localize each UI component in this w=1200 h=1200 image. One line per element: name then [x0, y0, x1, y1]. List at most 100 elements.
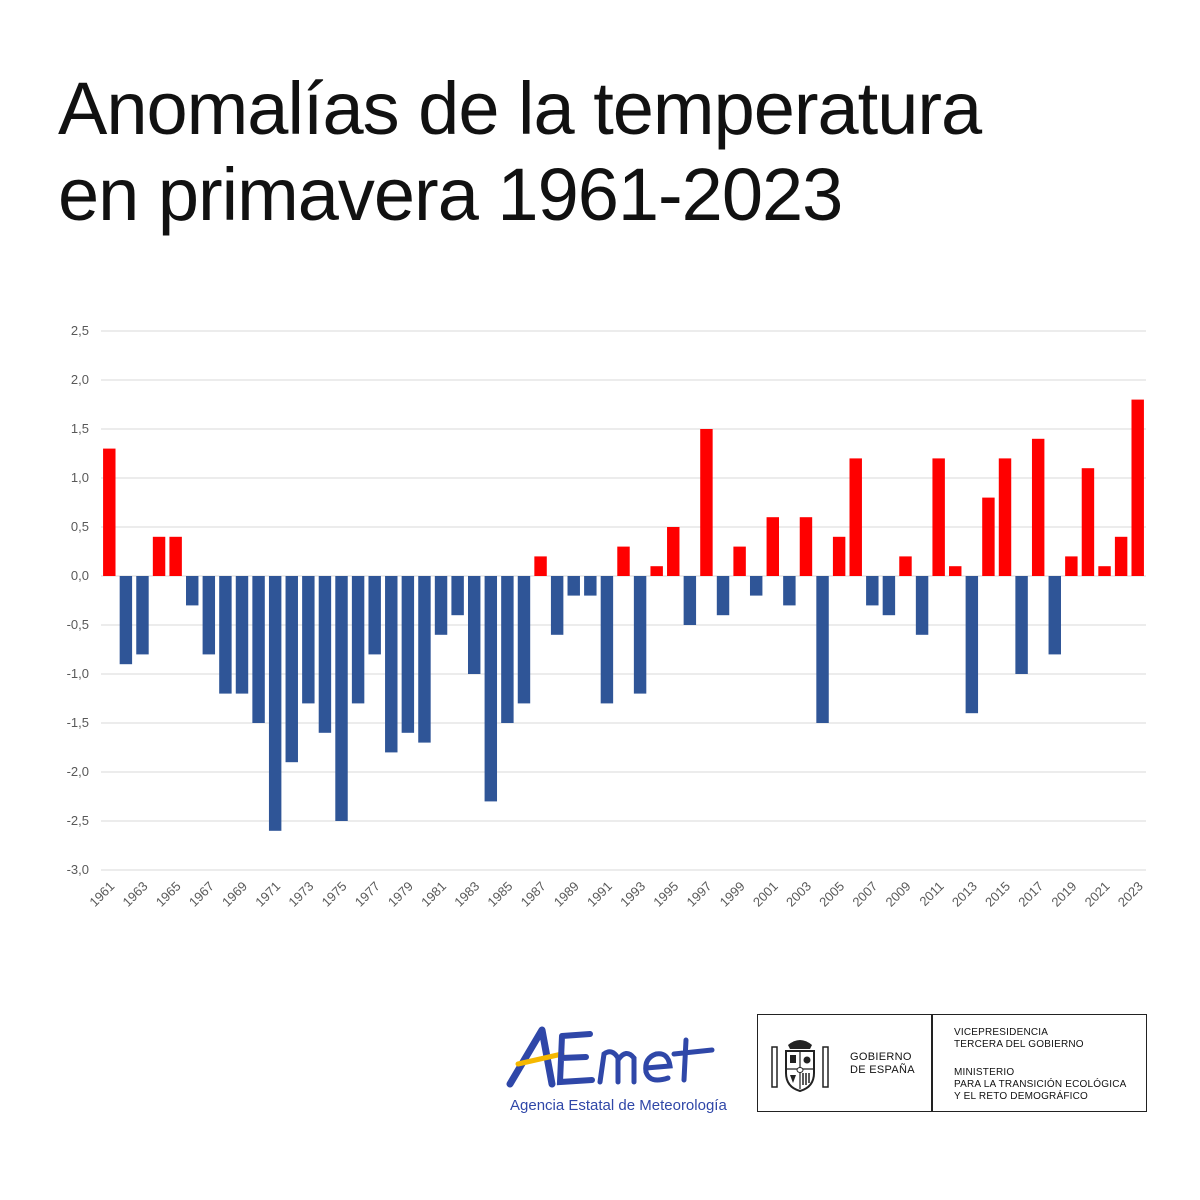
bar-2019 — [1065, 556, 1078, 576]
bar-1971 — [268, 576, 282, 831]
bar-2017 — [1031, 438, 1045, 576]
bar-1976 — [351, 576, 365, 704]
bar-1963 — [136, 576, 149, 655]
bar-2007 — [866, 576, 879, 606]
bar-1973 — [302, 576, 315, 704]
bar-1975 — [335, 576, 348, 821]
bar-1961 — [103, 448, 116, 576]
bar-1984 — [484, 576, 498, 802]
bar-1962 — [119, 576, 133, 665]
x-tick-label: 1981 — [418, 879, 449, 910]
bar-2006 — [849, 458, 862, 576]
bar-1987 — [534, 556, 547, 576]
bar-2004 — [816, 576, 829, 723]
y-tick-label: -0,5 — [67, 617, 89, 632]
x-tick-label: 2019 — [1048, 879, 1079, 910]
y-tick-label: 1,0 — [71, 470, 89, 485]
x-tick-label: 2021 — [1082, 879, 1113, 910]
bar-1995 — [667, 527, 680, 576]
y-tick-label: -1,0 — [67, 666, 89, 681]
bar-2012 — [949, 566, 962, 576]
vice-line-2: TERCERA DEL GOBIERNO — [954, 1039, 1084, 1050]
title-line-1: Anomalías de la temperatura — [58, 67, 982, 150]
gov-line-2: DE ESPAÑA — [850, 1064, 915, 1076]
bar-2016 — [1015, 576, 1028, 674]
x-tick-label: 1975 — [319, 879, 350, 910]
bar-2002 — [783, 576, 796, 606]
x-tick-label: 2017 — [1015, 879, 1046, 910]
x-tick-label: 1965 — [153, 879, 184, 910]
x-tick-label: 1993 — [617, 879, 648, 910]
x-tick-label: 1967 — [186, 879, 217, 910]
x-tick-label: 1999 — [717, 879, 748, 910]
gov-line-1: GOBIERNO — [850, 1051, 912, 1063]
bar-2023 — [1131, 399, 1144, 576]
bar-1997 — [700, 429, 713, 576]
bar-2013 — [965, 576, 979, 714]
bar-2018 — [1048, 576, 1061, 655]
bar-1968 — [219, 576, 232, 694]
bar-1979 — [401, 576, 415, 733]
min-line-1: MINISTERIO — [954, 1067, 1015, 1078]
ministerio-text: MINISTERIO PARA LA TRANSICIÓN ECOLÓGICA … — [954, 1067, 1127, 1103]
title-line-2: en primavera 1961-2023 — [58, 153, 843, 236]
aemet-name: Agencia Estatal de Meteorología — [510, 1097, 727, 1114]
x-tick-label: 2011 — [916, 879, 946, 909]
x-tick-label: 2005 — [816, 879, 847, 910]
y-tick-label: -3,0 — [67, 862, 89, 877]
bar-1999 — [733, 546, 746, 576]
bar-2005 — [832, 536, 846, 576]
bar-1964 — [152, 536, 166, 576]
bar-1982 — [451, 576, 464, 616]
bar-1986 — [517, 576, 531, 704]
bar-2010 — [915, 576, 929, 635]
min-line-2: PARA LA TRANSICIÓN ECOLÓGICA — [954, 1079, 1127, 1090]
y-tick-label: -1,5 — [67, 715, 89, 730]
x-tick-label: 1987 — [518, 879, 549, 910]
x-tick-label: 1985 — [484, 879, 515, 910]
vicepresidencia-text: VICEPRESIDENCIA TERCERA DEL GOBIERNO — [954, 1027, 1084, 1051]
bar-1974 — [318, 576, 332, 733]
bar-1972 — [285, 576, 298, 763]
x-tick-label: 1983 — [451, 879, 482, 910]
bar-2003 — [799, 517, 813, 576]
x-tick-label: 1979 — [385, 879, 416, 910]
x-tick-label: 1961 — [86, 879, 117, 910]
bar-1991 — [600, 576, 614, 704]
bar-1970 — [252, 576, 265, 723]
bar-1993 — [633, 576, 647, 694]
bar-1983 — [467, 576, 481, 674]
x-tick-label: 1963 — [120, 879, 151, 910]
bar-2011 — [932, 458, 945, 576]
x-tick-label: 2003 — [783, 879, 814, 910]
x-tick-label: 1997 — [684, 879, 715, 910]
y-tick-label: 2,0 — [71, 372, 89, 387]
chart-bars — [103, 399, 1144, 831]
x-tick-label: 1991 — [584, 879, 615, 910]
bar-1985 — [501, 576, 514, 723]
bar-2001 — [766, 517, 780, 576]
aemet-logo-mark — [506, 1026, 715, 1088]
bar-1988 — [550, 576, 564, 635]
bar-1989 — [567, 576, 580, 596]
bar-1965 — [169, 536, 182, 576]
bar-1980 — [418, 576, 431, 743]
x-axis: 1961 1963 1965 1967 1969 1971 1973 1975 1977 1979… — [86, 879, 1145, 910]
x-tick-label: 2007 — [849, 879, 880, 910]
bar-1996 — [683, 576, 697, 625]
bar-2014 — [982, 497, 995, 576]
y-tick-label: 1,5 — [71, 421, 89, 436]
bar-2000 — [749, 576, 763, 596]
y-tick-label: 0,5 — [71, 519, 89, 534]
page-title: Anomalías de la temperatura en primavera… — [58, 66, 1158, 238]
bar-1981 — [434, 576, 448, 635]
x-tick-label: 1973 — [285, 879, 316, 910]
y-tick-label: -2,0 — [67, 764, 89, 779]
x-tick-label: 1989 — [551, 879, 582, 910]
government-logo: GOBIERNO DE ESPAÑA VICEPRESIDENCIA TERCE… — [757, 1014, 1147, 1112]
bar-2008 — [882, 576, 896, 616]
x-tick-label: 2013 — [949, 879, 980, 910]
bar-2009 — [899, 556, 912, 576]
bar-1998 — [716, 576, 730, 616]
bar-2021 — [1098, 566, 1111, 576]
